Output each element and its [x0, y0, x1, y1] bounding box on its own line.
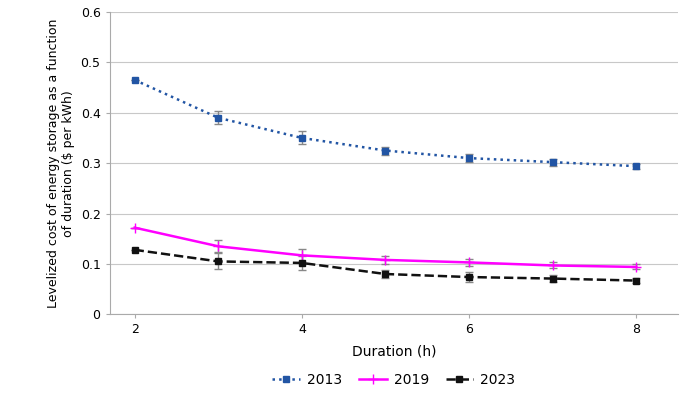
X-axis label: Duration (h): Duration (h) [351, 345, 436, 359]
Legend: 2013, 2019, 2023: 2013, 2019, 2023 [267, 367, 521, 392]
Y-axis label: Levelized cost of energy storage as a function
of duration ($ per kWh): Levelized cost of energy storage as a fu… [47, 19, 75, 308]
